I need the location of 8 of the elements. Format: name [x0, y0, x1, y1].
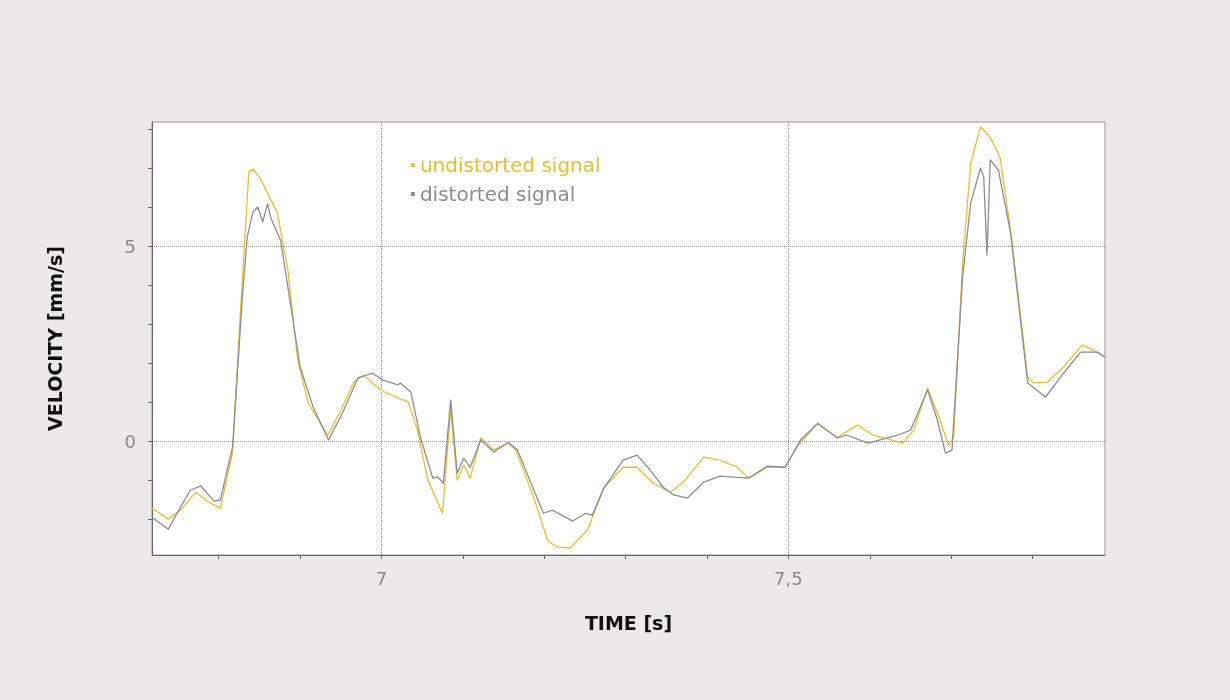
y-tick-label: 0: [124, 430, 136, 452]
legend-label: distorted signal: [419, 182, 576, 206]
legend-label: undistorted signal: [419, 153, 601, 177]
y-axis-title: VELOCITY [mm/s]: [43, 246, 66, 431]
y-tick-label: 5: [124, 235, 136, 257]
x-tick-label: 7,5: [774, 567, 803, 589]
x-axis-title: TIME [s]: [584, 611, 673, 634]
x-tick-label: 7: [375, 567, 388, 589]
